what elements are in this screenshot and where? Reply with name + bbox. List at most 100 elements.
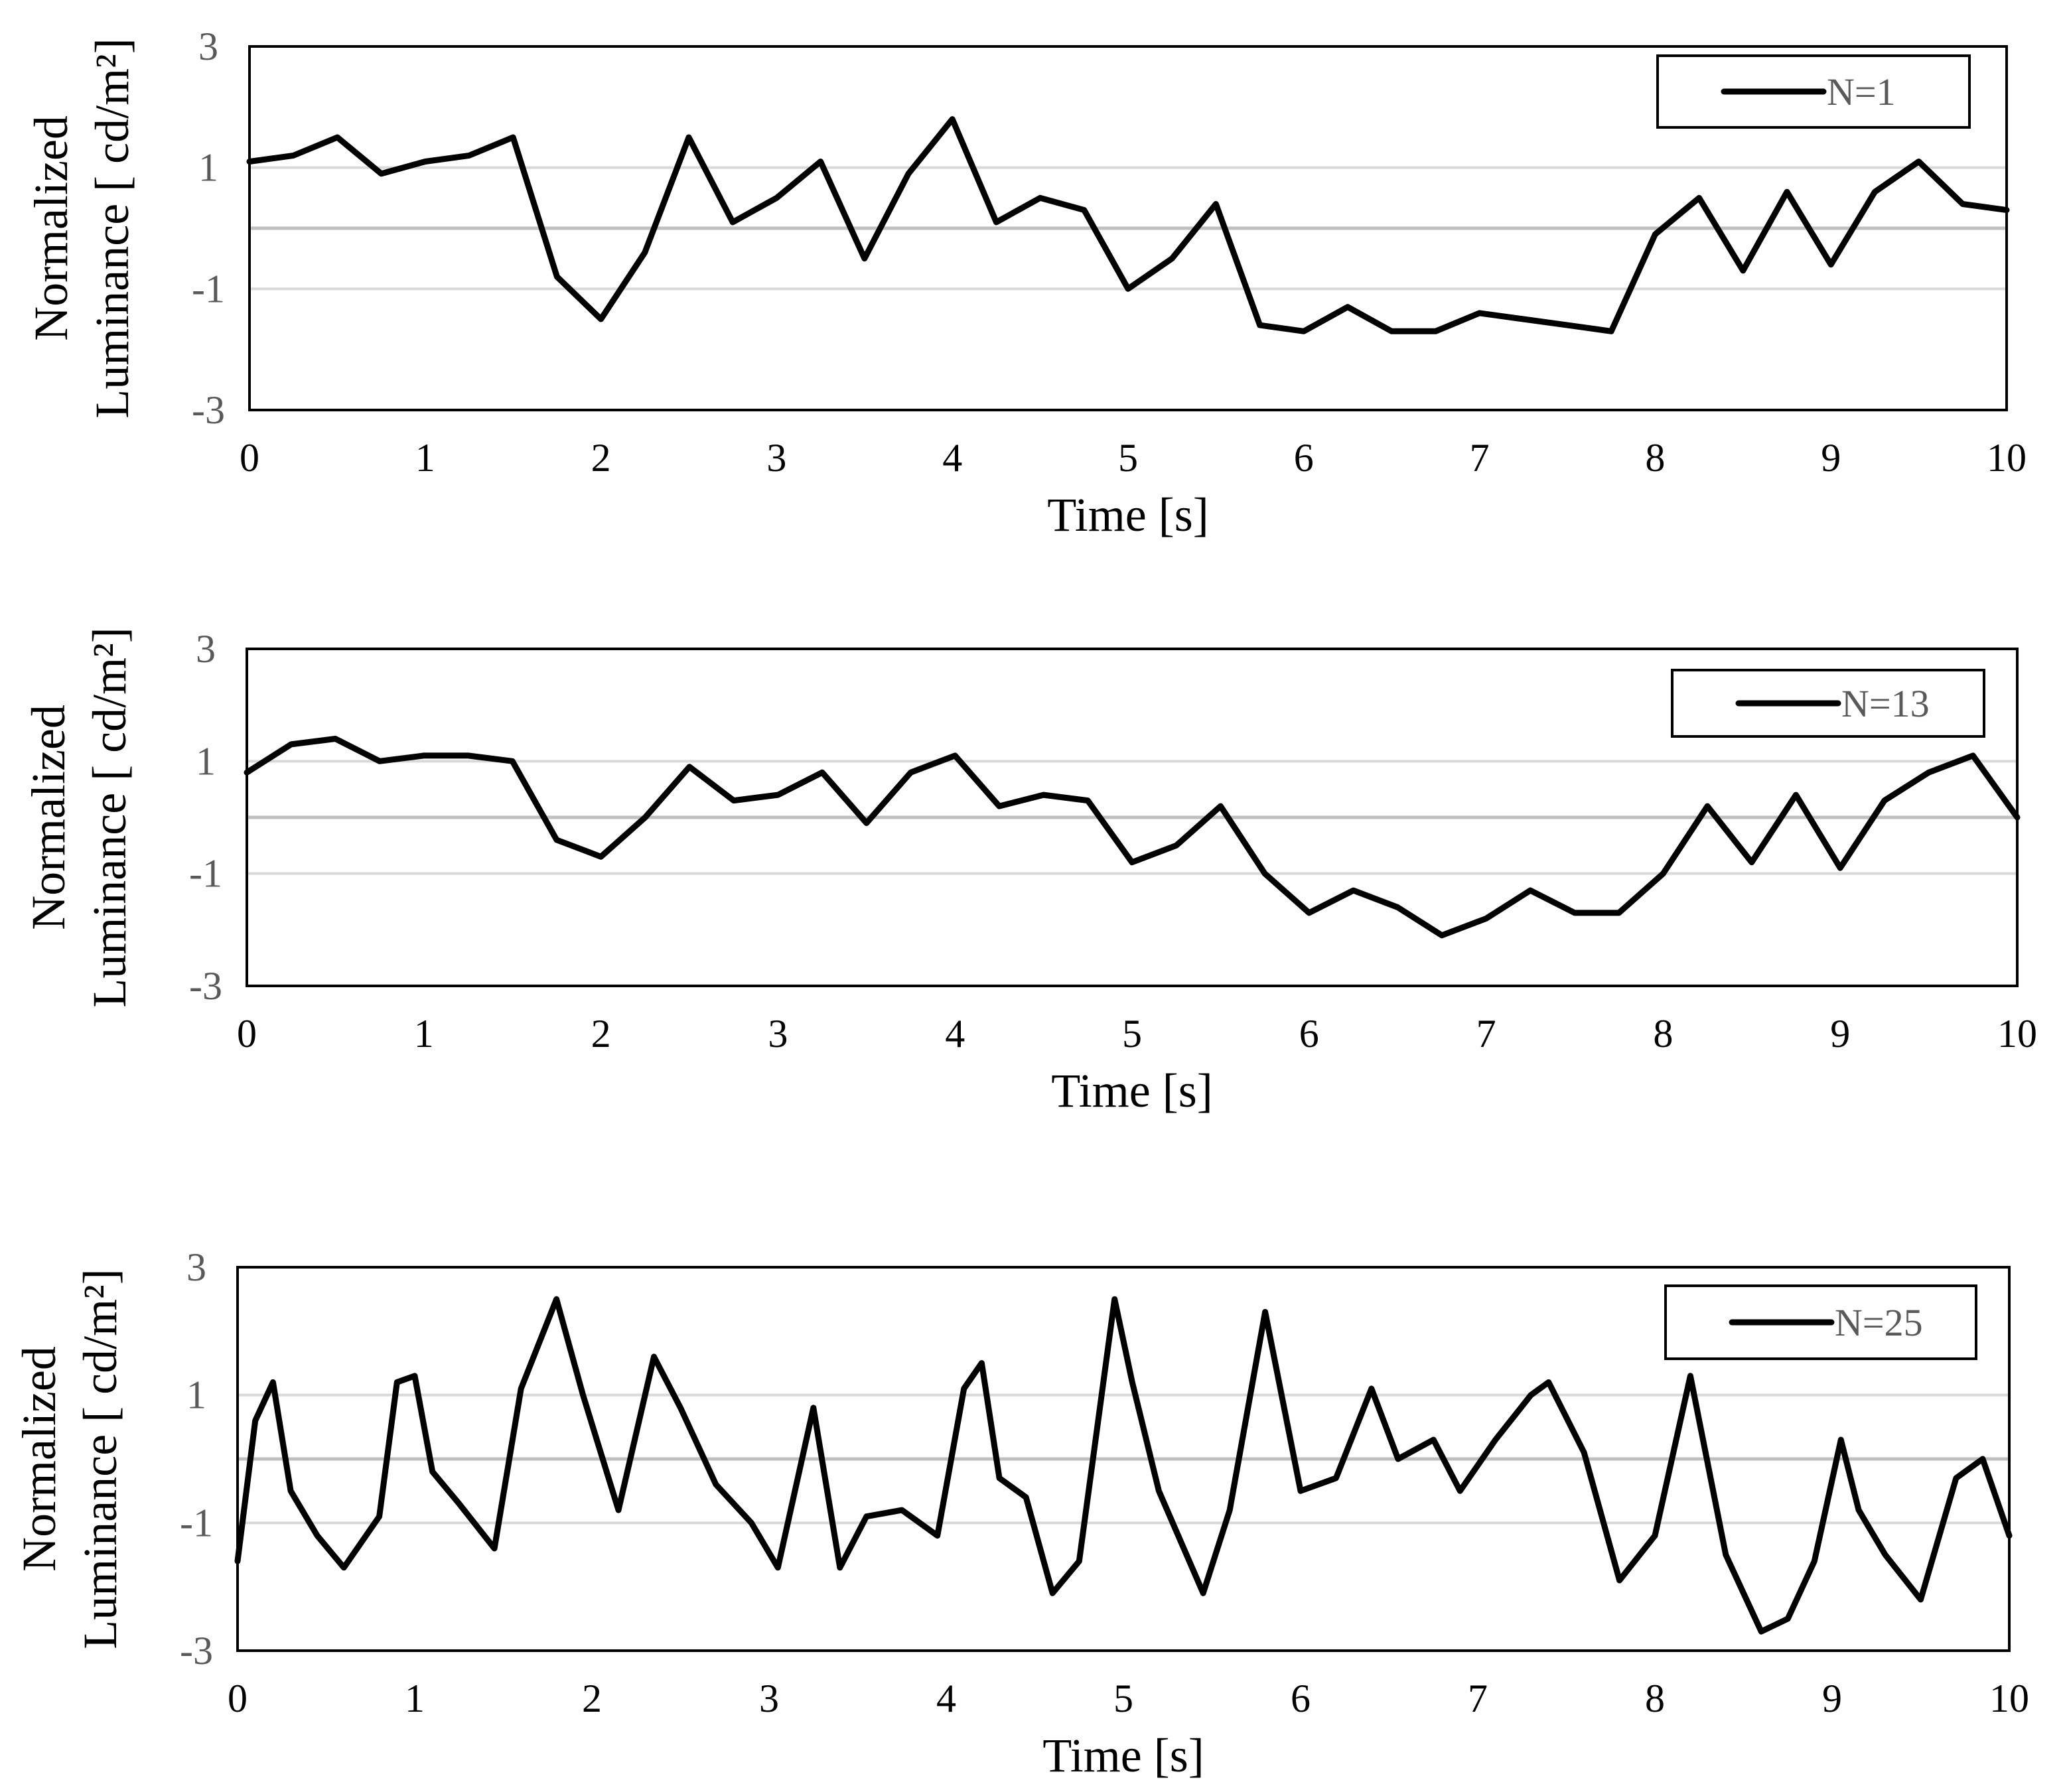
data-point (1042, 793, 1045, 796)
data-point (292, 154, 295, 157)
data-point (1829, 263, 1832, 266)
data-point (1494, 1438, 1497, 1441)
y-tick-label: -3 (192, 388, 225, 432)
data-point (715, 1483, 717, 1486)
data-point (865, 821, 868, 824)
y-tick-label: 1 (196, 739, 216, 783)
data-point (1025, 1496, 1027, 1499)
x-tick-label: 6 (1299, 1012, 1319, 1056)
data-point (1441, 934, 1443, 937)
y-tick-label: 1 (186, 1373, 206, 1417)
data-point (555, 1298, 558, 1300)
x-tick-label: 0 (228, 1677, 248, 1720)
data-point (1786, 190, 1788, 193)
data-point (600, 855, 603, 858)
series-line (249, 119, 2007, 332)
data-point (424, 161, 427, 163)
x-tick-label: 1 (405, 1677, 425, 1720)
data-point (821, 771, 823, 774)
data-point (1485, 917, 1488, 920)
x-tick-label: 9 (1830, 1012, 1850, 1056)
y-tick-label: -1 (180, 1501, 213, 1545)
data-point (493, 1547, 496, 1550)
legend: N=25 (1666, 1286, 1976, 1359)
y-tick-label: -1 (192, 267, 225, 310)
x-tick-label: 8 (1645, 436, 1665, 480)
data-point (1610, 330, 1612, 332)
data-point (1131, 861, 1133, 864)
data-point (1083, 209, 1086, 212)
data-point (1432, 1438, 1435, 1441)
data-point (812, 1407, 815, 1409)
x-tick-label: 1 (415, 436, 435, 480)
x-tick-label: 2 (582, 1677, 602, 1720)
legend: N=1 (1658, 56, 1969, 127)
data-point (980, 1362, 983, 1365)
x-tick-label: 5 (1118, 436, 1138, 480)
data-point (750, 1521, 752, 1524)
x-tick-label: 10 (1989, 1677, 2029, 1720)
data-point (458, 1502, 461, 1505)
data-point (512, 136, 514, 139)
data-point (1981, 1458, 1984, 1460)
data-point (776, 793, 779, 796)
x-tick-label: 3 (759, 1677, 779, 1720)
data-point (951, 118, 954, 121)
y-axis-title-line1: Normalized (22, 705, 75, 930)
x-tick-label: 2 (591, 436, 611, 480)
data-point (910, 771, 912, 774)
data-point (1131, 1381, 1133, 1383)
data-point (254, 1419, 257, 1422)
data-point (1725, 1554, 1727, 1556)
data-point (1883, 799, 1886, 802)
data-point (1813, 1560, 1816, 1562)
data-point (1971, 754, 1974, 757)
x-tick-label: 10 (1987, 436, 2027, 480)
data-point (1654, 233, 1656, 236)
data-point (316, 1535, 319, 1537)
data-point (1750, 861, 1753, 864)
data-point (1530, 1394, 1532, 1397)
x-tick-label: 3 (766, 436, 786, 480)
data-point (1839, 866, 1841, 869)
data-point (776, 1566, 779, 1569)
data-point (907, 172, 910, 175)
data-point (413, 1375, 416, 1377)
y-tick-label: -3 (180, 1629, 213, 1673)
data-point (2005, 209, 2008, 212)
data-point (679, 1407, 682, 1409)
data-point (1795, 793, 1798, 796)
data-point (1299, 1489, 1302, 1492)
data-point (289, 1489, 292, 1492)
data-point (1259, 324, 1261, 326)
data-point (652, 1355, 655, 1358)
data-point (998, 805, 1001, 807)
data-point (520, 1387, 522, 1390)
data-point (555, 275, 558, 278)
data-point (1113, 1298, 1116, 1300)
x-tick-label: 4 (936, 1677, 956, 1720)
y-axis-title: Normalized Luminance [ cd/m²] (22, 627, 136, 1007)
y-tick-label: -1 (189, 852, 222, 896)
y-axis-title-line2: Luminance [ cd/m²] (83, 627, 136, 1007)
x-tick-label: 8 (1645, 1677, 1665, 1720)
x-tick-label: 7 (1468, 1677, 1488, 1720)
data-point (1459, 1489, 1461, 1492)
data-point (1228, 1509, 1231, 1511)
chart-panel-n13: 31-1-30 1 2 3 4 5 6 7 8 9 10Time [s]Normalized Lumi… (22, 627, 2037, 1117)
data-point (1171, 257, 1173, 260)
x-tick-label: 5 (1122, 1012, 1142, 1056)
x-tick-label: 2 (591, 1012, 611, 1056)
data-point (271, 1381, 274, 1383)
data-point (1434, 330, 1437, 332)
data-point (467, 754, 470, 757)
data-point (900, 1509, 903, 1511)
data-point (248, 161, 251, 163)
legend: N=13 (1672, 670, 1984, 736)
data-point (1397, 1458, 1399, 1460)
y-tick-label: 3 (198, 25, 218, 68)
x-tick-label: 9 (1822, 1677, 1842, 1720)
data-point (1051, 1592, 1054, 1594)
data-point (1654, 1535, 1656, 1537)
x-tick-label: 1 (414, 1012, 434, 1056)
